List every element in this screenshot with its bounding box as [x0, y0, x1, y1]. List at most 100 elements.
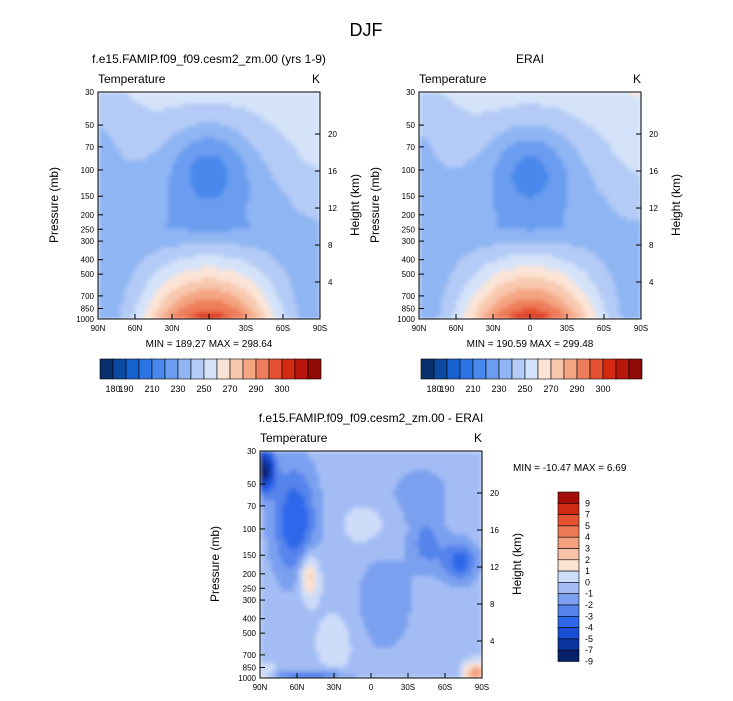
colorbar-obs-swatch: [602, 358, 617, 380]
colorbar-model-swatch: [294, 358, 309, 380]
panel-diff-xtick-label: 30S: [401, 683, 415, 692]
panel-obs-xtick-label: 90S: [634, 324, 648, 333]
panel-model-ptick-label: 200: [81, 211, 95, 220]
colorbar-diff-label: 9: [585, 498, 590, 508]
panel-diff-field: [260, 451, 482, 678]
panel-obs-htick-label: 12: [649, 204, 658, 213]
colorbar-diff-swatch: [557, 604, 580, 617]
panel-diff-htick-label: 20: [490, 489, 499, 498]
panel-diff-ptick-label: 500: [243, 629, 257, 638]
panel-obs-title: ERAI: [516, 52, 544, 66]
panel-diff-ptick-label: 300: [243, 596, 257, 605]
panel-diff-y2label: Height (km): [510, 533, 524, 595]
colorbar-diff-label: 1: [585, 566, 590, 576]
panel-diff-ptick-label: 150: [243, 551, 257, 560]
panel-diff-xtick-label: 90N: [253, 683, 268, 692]
panel-diff-ptick-label: 250: [243, 584, 257, 593]
colorbar-obs-label: 270: [543, 384, 558, 394]
panel-model-y2label: Height (km): [348, 174, 362, 236]
colorbar-model-swatch: [242, 358, 257, 380]
colorbar-model-swatch: [190, 358, 205, 380]
panel-diff-left-label: Temperature: [260, 431, 328, 445]
colorbar-obs-swatch: [420, 358, 435, 380]
figure-title: DJF: [350, 20, 383, 40]
panel-diff-ptick-label: 400: [243, 615, 257, 624]
panel-model-htick-label: 8: [328, 241, 333, 250]
panel-model-title: f.e15.FAMIP.f09_f09.cesm2_zm.00 (yrs 1-9…: [92, 52, 326, 66]
colorbar-diff-swatch: [557, 570, 580, 583]
colorbar-obs-swatch: [615, 358, 630, 380]
panel-model-xtick-label: 30N: [165, 324, 180, 333]
panel-obs-xtick-label: 0: [528, 324, 533, 333]
colorbar-obs-swatch: [511, 358, 526, 380]
colorbar-model-swatch: [138, 358, 153, 380]
colorbar-model-label: 210: [144, 384, 159, 394]
colorbar-obs-label: 210: [465, 384, 480, 394]
panel-obs-ptick-label: 50: [406, 121, 415, 130]
panel-model-xtick-label: 90S: [313, 324, 327, 333]
panel-obs-xtick-label: 60N: [449, 324, 464, 333]
panel-obs-stats: MIN = 190.59 MAX = 299.48: [467, 339, 594, 350]
panel-model-xtick-label: 60S: [276, 324, 290, 333]
panel-obs-ptick-label: 1000: [397, 315, 415, 324]
colorbar-diff-swatch: [557, 615, 580, 628]
colorbar-diff-swatch: [557, 514, 580, 527]
colorbar-diff-label: -9: [585, 657, 593, 667]
panel-model-htick-label: 16: [328, 167, 337, 176]
panel-obs-xtick-label: 30S: [560, 324, 574, 333]
colorbar-obs-label: 180: [426, 384, 441, 394]
panel-obs-ptick-label: 850: [402, 304, 416, 313]
panel-model-ptick-label: 30: [85, 88, 94, 97]
colorbar-obs-swatch: [537, 358, 552, 380]
panel-diff-xtick-label: 90S: [475, 683, 489, 692]
panel-diff-ylabel: Pressure (mb): [208, 526, 222, 602]
panel-model-htick-label: 4: [328, 278, 333, 287]
panel-model-ptick-label: 500: [81, 270, 95, 279]
colorbar-obs-swatch: [524, 358, 539, 380]
colorbar-model-swatch: [268, 358, 283, 380]
colorbar-model-swatch: [203, 358, 218, 380]
panel-obs-ptick-label: 300: [402, 237, 416, 246]
colorbar-obs-swatch: [446, 358, 461, 380]
panel-diff-ptick-label: 700: [243, 651, 257, 660]
panel-obs-ptick-label: 500: [402, 270, 416, 279]
panel-diff-htick-label: 16: [490, 526, 499, 535]
panel-obs-htick-label: 16: [649, 167, 658, 176]
colorbar-diff-label: -1: [585, 589, 593, 599]
panel-diff-xtick-label: 30N: [327, 683, 342, 692]
colorbar-diff-label: -4: [585, 623, 593, 633]
colorbar-diff-swatch: [557, 627, 580, 640]
colorbar-model-swatch: [125, 358, 140, 380]
colorbar-model-swatch: [151, 358, 166, 380]
panel-model-field: [98, 92, 320, 319]
panel-obs-y2label: Height (km): [669, 174, 683, 236]
panel-diff-ptick-label: 1000: [238, 674, 256, 683]
panel-model-htick-label: 12: [328, 204, 337, 213]
colorbar-diff-label: -7: [585, 645, 593, 655]
colorbar-obs-swatch: [576, 358, 591, 380]
colorbar-obs-swatch: [563, 358, 578, 380]
panel-diff-htick-label: 8: [490, 600, 495, 609]
panel-obs-ptick-label: 100: [402, 166, 416, 175]
panel-obs-ptick-label: 400: [402, 256, 416, 265]
panel-diff-ptick-label: 200: [243, 570, 257, 579]
panel-obs-htick-label: 8: [649, 241, 654, 250]
colorbar-diff-swatch: [557, 548, 580, 561]
panel-model-ptick-label: 250: [81, 225, 95, 234]
panel-obs-htick-label: 4: [649, 278, 654, 287]
panel-diff-ptick-label: 850: [243, 663, 257, 672]
panel-model-ptick-label: 50: [85, 121, 94, 130]
colorbar-diff-swatch: [557, 582, 580, 595]
panel-diff-stats: MIN = -10.47 MAX = 6.69: [513, 463, 627, 474]
panel-diff: f.e15.FAMIP.f09_f09.cesm2_zm.00 - ERAI T…: [208, 411, 627, 692]
colorbar-obs-label: 300: [595, 384, 610, 394]
panel-diff-ptick-label: 100: [243, 525, 257, 534]
colorbar-obs-label: 290: [569, 384, 584, 394]
colorbar-diff-swatch: [557, 536, 580, 549]
colorbar-model-label: 180: [105, 384, 120, 394]
panel-model-ptick-label: 400: [81, 256, 95, 265]
panel-diff-right-label: K: [474, 431, 482, 445]
panel-diff-htick-label: 4: [490, 637, 495, 646]
panel-obs-xtick-label: 60S: [597, 324, 611, 333]
